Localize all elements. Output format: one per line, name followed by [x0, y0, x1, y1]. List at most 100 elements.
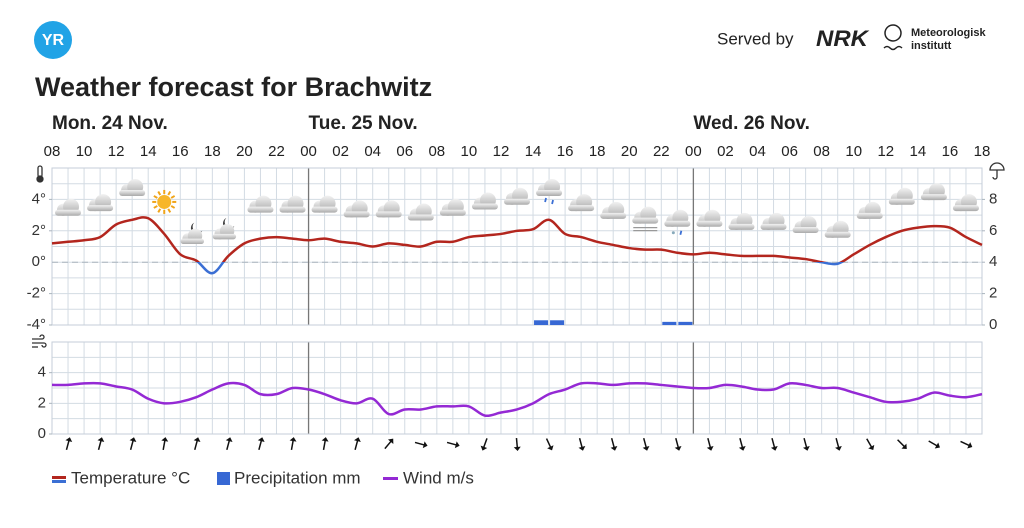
arrow-head	[354, 437, 361, 443]
sun-ray	[153, 195, 158, 199]
hour-label: 12	[877, 143, 894, 160]
day-label: Wed. 26 Nov.	[693, 113, 810, 134]
hour-label: 10	[76, 143, 93, 160]
hour-label: 18	[589, 143, 606, 160]
weather-symbol	[279, 195, 306, 213]
arrow-head	[967, 442, 973, 449]
arrow-head	[225, 437, 233, 443]
sun	[157, 194, 172, 209]
legend-label: Precipitation mm	[234, 468, 361, 487]
hour-label: 14	[910, 143, 927, 160]
hour-label: 22	[268, 143, 285, 160]
arrow-head	[422, 441, 428, 449]
sun-ray	[170, 205, 176, 209]
hour-label: 20	[236, 143, 253, 160]
met-name[interactable]: Meteorologisk	[911, 27, 986, 39]
weather-symbol	[247, 195, 274, 213]
weather-symbol	[375, 200, 402, 218]
hour-label: 04	[749, 143, 766, 160]
temp-tick-label: 4°	[32, 190, 46, 207]
cloud	[952, 194, 979, 212]
cloud	[920, 183, 947, 201]
cloud	[792, 216, 819, 234]
cloud-part	[536, 190, 563, 196]
panel-frame	[51, 341, 983, 435]
weather-symbol	[824, 220, 851, 238]
weather-symbol	[760, 212, 787, 230]
arrow-head	[161, 437, 169, 442]
weather-symbol	[471, 192, 498, 210]
cloud-part	[407, 214, 434, 221]
wind-arrow	[960, 440, 973, 449]
hour-label: 16	[942, 143, 959, 160]
cloud	[180, 228, 205, 245]
arrow-head	[129, 437, 137, 443]
cloud-part	[696, 220, 723, 227]
cloud-part	[728, 223, 755, 230]
wind-arrow	[257, 437, 265, 450]
arrow-head	[289, 437, 297, 442]
hour-label: 12	[493, 143, 510, 160]
wind-arrow	[97, 437, 105, 450]
wind-arrow	[193, 437, 201, 450]
wind-arrow	[354, 437, 361, 450]
wind-arrow	[642, 438, 650, 451]
cloud-part	[568, 205, 595, 212]
precip-bar	[662, 321, 677, 325]
cloud	[55, 198, 82, 216]
sun-ray	[157, 191, 162, 196]
wind-arrow	[835, 438, 842, 451]
hour-label: 22	[653, 143, 670, 160]
legend-precip-swatch	[217, 472, 230, 485]
arrow-head	[642, 445, 650, 451]
arrow-head	[738, 445, 746, 451]
weather-symbol	[600, 201, 627, 219]
precip-tick-label: 4	[989, 253, 997, 270]
weather-symbol	[212, 217, 237, 240]
cloud	[824, 220, 851, 238]
met-name[interactable]: institutt	[911, 40, 952, 52]
rain-drop	[551, 199, 554, 205]
temp-tick-label: 0°	[32, 253, 46, 270]
wind-arrow	[545, 438, 554, 451]
cloud-part	[247, 206, 274, 213]
wind-arrow	[414, 441, 428, 449]
legend-label: Temperature °C	[71, 468, 190, 487]
weather-symbol	[311, 195, 338, 213]
weather-symbol	[632, 206, 659, 232]
cloud-part	[600, 212, 627, 219]
weather-symbol	[792, 216, 819, 234]
hour-label: 08	[44, 143, 61, 160]
hour-label: 04	[364, 143, 381, 160]
arrow-head	[387, 438, 394, 444]
weather-symbol	[696, 209, 723, 227]
weather-symbol	[568, 194, 595, 212]
hour-label: 02	[332, 143, 349, 160]
arrow-head	[803, 445, 810, 451]
temp-tick-label: -4°	[27, 316, 46, 333]
hour-label: 12	[108, 143, 125, 160]
sun-ray	[167, 208, 172, 213]
arrow-head	[454, 441, 460, 449]
weather-symbol	[55, 198, 82, 216]
sun-ray	[157, 208, 162, 213]
nrk-logo[interactable]: NRK	[816, 26, 870, 51]
cloud	[247, 195, 274, 213]
wind-arrow	[161, 437, 169, 451]
arrow-head	[257, 437, 265, 443]
weather-symbol	[664, 209, 691, 235]
wind-arrow	[578, 438, 586, 451]
hour-label: 14	[140, 143, 157, 160]
hour-label: 00	[300, 143, 317, 160]
arrow-head	[706, 445, 714, 451]
cloud	[632, 206, 659, 224]
arrow-head	[578, 445, 586, 451]
yr-logo[interactable]	[34, 21, 72, 59]
wind-arrow	[289, 437, 297, 451]
precip-tick-label: 8	[989, 190, 997, 207]
yr-logo-text: YR	[42, 32, 65, 49]
cloud	[87, 194, 114, 212]
cloud-part	[87, 205, 114, 212]
sun-ray	[153, 205, 158, 209]
cloud-part	[824, 231, 851, 238]
